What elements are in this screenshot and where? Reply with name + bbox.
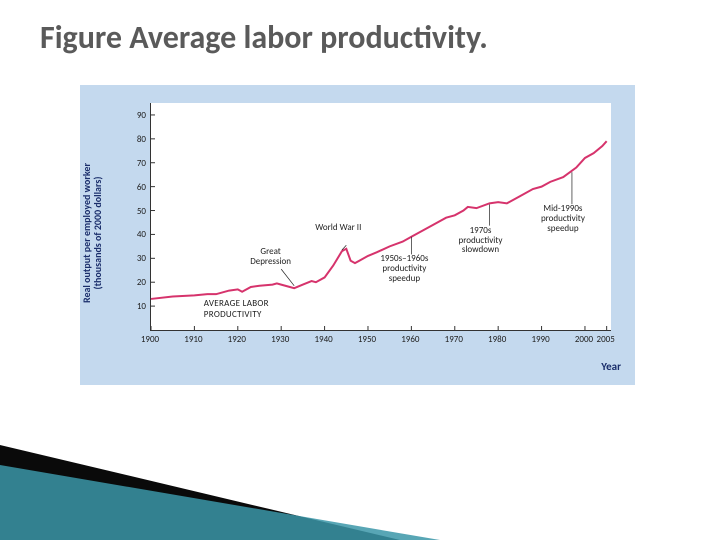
y-axis-label: Real output per employed worker (thousan… xyxy=(81,163,103,303)
y-tick: 70 xyxy=(126,158,146,169)
y-tick: 60 xyxy=(126,182,146,193)
x-tick: 1920 xyxy=(222,334,252,345)
chart-annotation: GreatDepression xyxy=(250,247,291,267)
x-tick: 1910 xyxy=(178,334,208,345)
y-tick: 30 xyxy=(126,253,146,264)
slide: Figure Average labor productivity. Real … xyxy=(0,0,720,540)
x-axis-label: Year xyxy=(601,360,621,373)
x-tick: 1940 xyxy=(309,334,339,345)
x-tick: 1990 xyxy=(526,334,556,345)
chart-inner: Real output per employed worker (thousan… xyxy=(94,95,621,371)
y-tick: 90 xyxy=(126,110,146,121)
y-tick: 80 xyxy=(126,134,146,145)
chart-annotation: 1950s–1960sproductivityspeedup xyxy=(380,254,428,284)
x-tick: 1950 xyxy=(352,334,382,345)
x-tick: 2005 xyxy=(591,334,621,345)
x-tick: 1970 xyxy=(439,334,469,345)
chart-annotation: Mid-1990sproductivityspeedup xyxy=(541,204,585,234)
productivity-line xyxy=(151,141,607,299)
y-tick: 20 xyxy=(126,277,146,288)
y-tick: 40 xyxy=(126,229,146,240)
page-title: Figure Average labor productivity. xyxy=(40,18,488,57)
x-tick: 1980 xyxy=(482,334,512,345)
x-tick: 1900 xyxy=(135,334,165,345)
footer-triangle-teal xyxy=(0,465,440,540)
y-tick: 50 xyxy=(126,206,146,217)
chart-panel: Real output per employed worker (thousan… xyxy=(80,85,635,385)
y-tick: 10 xyxy=(126,301,146,312)
y-axis-label-line2: (thousands of 2000 dollars) xyxy=(91,176,104,289)
main-line-label: AVERAGE LABORPRODUCTIVITY xyxy=(204,298,269,320)
chart-annotation: World War II xyxy=(315,223,361,233)
x-tick: 1960 xyxy=(395,334,425,345)
x-tick: 1930 xyxy=(265,334,295,345)
chart-annotation: 1970sproductivityslowdown xyxy=(458,226,502,256)
